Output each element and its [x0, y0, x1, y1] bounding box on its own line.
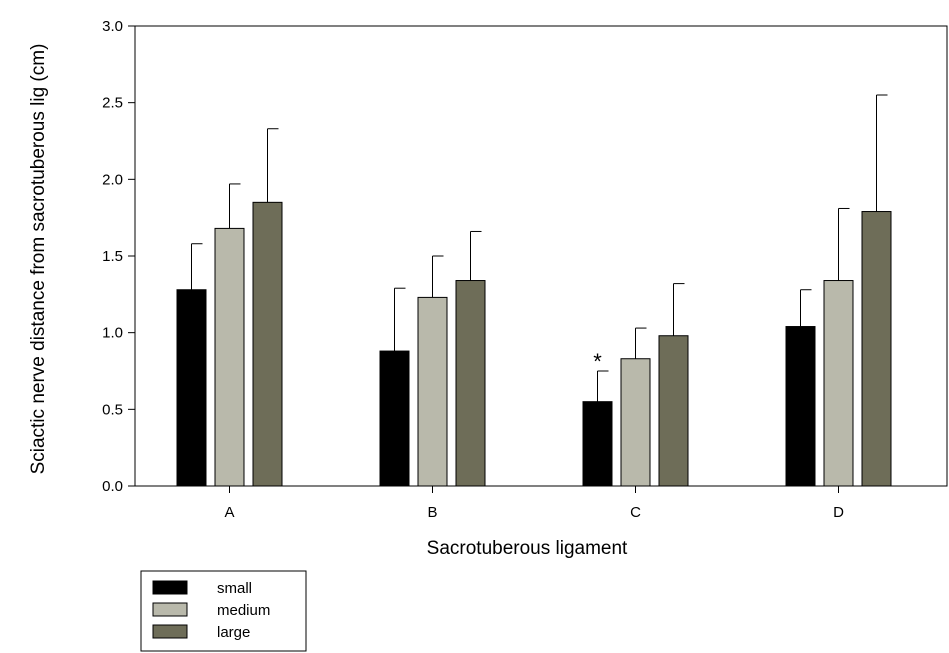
legend-swatch-large — [152, 624, 188, 639]
legend-label-small: small — [217, 580, 252, 597]
y-tick-label: 0.5 — [102, 401, 123, 418]
bars-layer — [176, 201, 892, 487]
y-axis: 0.0 0.5 1.0 1.5 2.0 2.5 3.0 — [102, 18, 135, 495]
legend-swatch-medium — [152, 602, 188, 617]
bar-large-D — [861, 211, 892, 487]
x-axis: A B C D — [224, 486, 844, 521]
error-bars-layer — [191, 94, 888, 402]
legend-swatch-small — [152, 580, 188, 595]
x-tick-label: D — [833, 504, 844, 521]
bar-medium-C — [620, 358, 651, 487]
bar-large-A — [252, 201, 283, 487]
y-axis-title: Sciactic nerve distance from sacrotubero… — [28, 44, 49, 475]
x-axis-title: Sacrotuberous ligament — [427, 538, 628, 559]
y-tick-label: 2.0 — [102, 171, 123, 188]
y-tick-label: 2.5 — [102, 95, 123, 112]
y-tick-label: 0.0 — [102, 478, 123, 495]
y-tick-label: 1.0 — [102, 325, 123, 342]
legend: small medium large — [140, 570, 307, 652]
legend-label-large: large — [217, 624, 250, 641]
y-tick-label: 3.0 — [102, 18, 123, 35]
bar-medium-D — [823, 280, 854, 487]
annotations-layer: * — [593, 349, 602, 374]
bar-medium-A — [214, 227, 245, 487]
x-tick-label: C — [630, 504, 641, 521]
x-tick-label: B — [427, 504, 437, 521]
legend-label-medium: medium — [217, 602, 270, 619]
bar-medium-B — [417, 296, 448, 487]
bar-small-C — [582, 401, 613, 487]
bar-small-A — [176, 289, 207, 487]
bar-large-C — [658, 335, 689, 487]
y-tick-label: 1.5 — [102, 248, 123, 265]
bar-small-D — [785, 326, 816, 487]
bar-small-B — [379, 350, 410, 487]
significance-asterisk: * — [593, 349, 602, 374]
bar-large-B — [455, 280, 486, 487]
x-tick-label: A — [224, 504, 234, 521]
